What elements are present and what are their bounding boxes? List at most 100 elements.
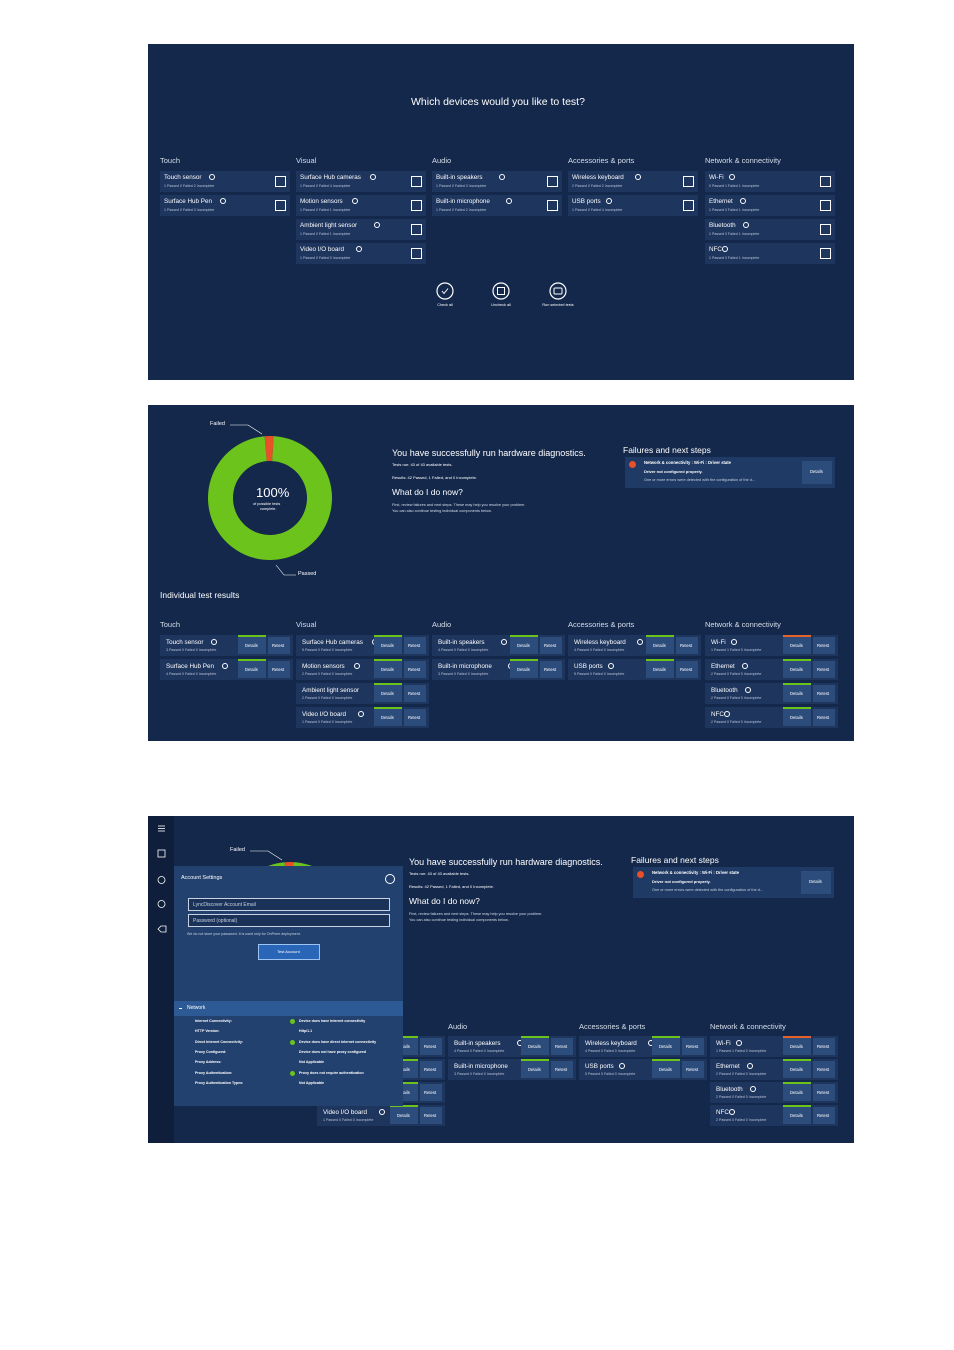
retest-button[interactable]: Retest <box>682 1061 704 1078</box>
retest-button[interactable]: Retest <box>813 1038 835 1055</box>
device-stats: 1 Passed 0 Failed 1 Incomplete <box>709 232 760 236</box>
device-card[interactable]: Video I/O board 1 Passed 0 Failed 0 Incom… <box>296 243 426 264</box>
device-card[interactable]: Surface Hub cameras 1 Passed 0 Failed 4 I… <box>296 171 426 192</box>
device-name: Motion sensors <box>300 198 343 205</box>
device-card[interactable]: Ambient light sensor 1 Passed 0 Failed 1 … <box>296 219 426 240</box>
retest-button[interactable]: Retest <box>404 661 426 678</box>
checkbox[interactable] <box>275 176 286 187</box>
details-button[interactable]: Details <box>238 637 266 654</box>
checkbox[interactable] <box>683 176 694 187</box>
retest-button[interactable]: Retest <box>813 1107 835 1124</box>
retest-button[interactable]: Retest <box>404 709 426 726</box>
device-card[interactable]: Bluetooth 1 Passed 0 Failed 1 Incomplete <box>705 219 835 240</box>
details-button[interactable]: Details <box>783 661 811 678</box>
failure-card: Network & connectivity : Wi-Fi : Driver … <box>625 457 835 488</box>
action-label[interactable]: Uncheck all <box>491 303 511 307</box>
details-button[interactable]: Details <box>802 461 832 484</box>
details-button[interactable]: Details <box>652 1038 680 1055</box>
details-button[interactable]: Details <box>510 637 538 654</box>
retest-button[interactable]: Retest <box>268 661 290 678</box>
details-button[interactable]: Details <box>374 685 402 702</box>
details-button[interactable]: Details <box>783 1084 811 1101</box>
details-label: Details <box>517 643 530 648</box>
details-button[interactable]: Details <box>783 637 811 654</box>
details-button[interactable]: Details <box>783 709 811 726</box>
retest-button[interactable]: Retest <box>813 661 835 678</box>
device-card[interactable]: NFC 1 Passed 0 Failed 1 Incomplete <box>705 243 835 264</box>
details-button[interactable]: Details <box>783 1038 811 1055</box>
device-stats: 3 Passed 0 Failed 0 Incomplete <box>438 672 489 676</box>
retest-button[interactable]: Retest <box>540 637 562 654</box>
retest-button[interactable]: Retest <box>420 1084 442 1101</box>
details-button[interactable]: Details <box>521 1038 549 1055</box>
checkbox[interactable] <box>411 224 422 235</box>
info-icon <box>209 174 216 180</box>
details-button[interactable]: Details <box>783 685 811 702</box>
action-label[interactable]: Run selected tests <box>542 303 574 307</box>
details-button[interactable]: Details <box>652 1061 680 1078</box>
retest-button[interactable]: Retest <box>813 637 835 654</box>
device-card[interactable]: Ethernet 1 Passed 0 Failed 1 Incomplete <box>705 195 835 216</box>
device-card[interactable]: Touch sensor 1 Passed 0 Failed 2 Incomple… <box>160 171 290 192</box>
action-label[interactable]: Check all <box>437 303 453 307</box>
device-card[interactable]: Motion sensors 1 Passed 0 Failed 1 Incomp… <box>296 195 426 216</box>
info-icon <box>354 663 361 669</box>
details-button[interactable]: Details <box>783 1061 811 1078</box>
device-name: Motion sensors <box>302 663 345 670</box>
retest-button[interactable]: Retest <box>404 685 426 702</box>
retest-button[interactable]: Retest <box>420 1107 442 1124</box>
checkbox[interactable] <box>411 248 422 259</box>
retest-button[interactable]: Retest <box>420 1038 442 1055</box>
details-button[interactable]: Details <box>390 1107 418 1124</box>
checkbox[interactable] <box>820 176 831 187</box>
details-button[interactable]: Details <box>646 661 674 678</box>
retest-label: Retest <box>686 1067 699 1072</box>
retest-button[interactable]: Retest <box>268 637 290 654</box>
details-label: Details <box>790 1044 803 1049</box>
test-account-button[interactable]: Test Account <box>258 944 320 960</box>
retest-button[interactable]: Retest <box>813 1084 835 1101</box>
result-card: Video I/O board 1 Passed 0 Failed 0 Incom… <box>296 707 429 728</box>
device-card[interactable]: USB ports 1 Passed 0 Failed 4 Incomplete <box>568 195 698 216</box>
network-header[interactable]: Network <box>174 1001 403 1016</box>
details-button[interactable]: Details <box>374 661 402 678</box>
details-button[interactable]: Details <box>783 1107 811 1124</box>
device-card[interactable]: Wireless keyboard 2 Passed 0 Failed 2 Inc… <box>568 171 698 192</box>
retest-button[interactable]: Retest <box>676 661 698 678</box>
checkbox[interactable] <box>683 200 694 211</box>
status-bar <box>652 1036 680 1038</box>
retest-button[interactable]: Retest <box>540 661 562 678</box>
checkbox[interactable] <box>820 200 831 211</box>
retest-button[interactable]: Retest <box>676 637 698 654</box>
checkbox[interactable] <box>547 200 558 211</box>
details-button[interactable]: Details <box>510 661 538 678</box>
checkbox[interactable] <box>820 224 831 235</box>
details-button[interactable]: Details <box>238 661 266 678</box>
checkbox[interactable] <box>820 248 831 259</box>
details-button[interactable]: Details <box>646 637 674 654</box>
details-button[interactable]: Details <box>521 1061 549 1078</box>
retest-button[interactable]: Retest <box>813 1061 835 1078</box>
retest-button[interactable]: Retest <box>813 709 835 726</box>
retest-button[interactable]: Retest <box>404 637 426 654</box>
retest-button[interactable]: Retest <box>813 685 835 702</box>
password-input[interactable]: Password (optional) <box>188 914 390 927</box>
device-card[interactable]: Built-in speakers 1 Passed 0 Failed 3 Inc… <box>432 171 562 192</box>
checkbox[interactable] <box>275 200 286 211</box>
details-button[interactable]: Details <box>374 637 402 654</box>
device-card[interactable]: Surface Hub Pen 1 Passed 0 Failed 3 Incom… <box>160 195 290 216</box>
retest-button[interactable]: Retest <box>420 1061 442 1078</box>
checkbox[interactable] <box>547 176 558 187</box>
details-button[interactable]: Details <box>374 709 402 726</box>
retest-button[interactable]: Retest <box>551 1061 573 1078</box>
retest-button[interactable]: Retest <box>551 1038 573 1055</box>
checkbox[interactable] <box>411 200 422 211</box>
device-card[interactable]: Wi-Fi 0 Passed 1 Failed 1 Incomplete <box>705 171 835 192</box>
retest-button[interactable]: Retest <box>682 1038 704 1055</box>
email-input[interactable]: LyncDiscover Account Email <box>188 898 390 911</box>
device-card[interactable]: Built-in microphone 1 Passed 0 Failed 2 I… <box>432 195 562 216</box>
checkbox[interactable] <box>411 176 422 187</box>
details-label: Details <box>528 1044 541 1049</box>
back-button[interactable] <box>385 874 395 884</box>
details-button[interactable]: Details <box>801 871 831 894</box>
